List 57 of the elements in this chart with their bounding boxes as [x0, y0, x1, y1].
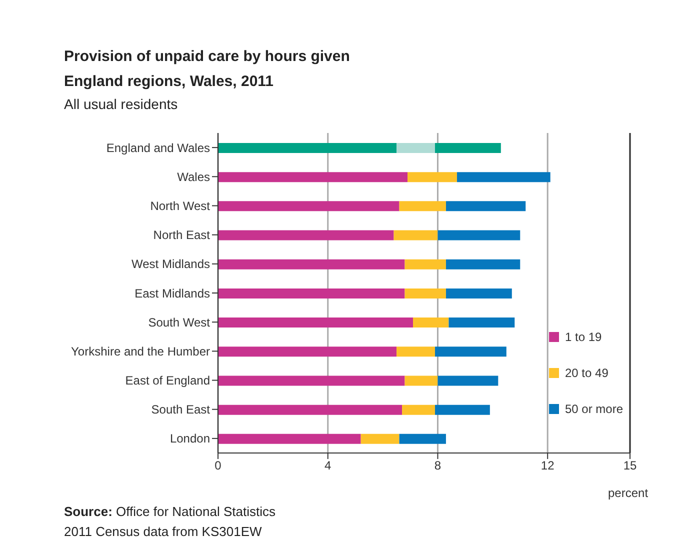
y-tick-label: North West	[150, 198, 211, 213]
legend-label: 50 or more	[565, 402, 624, 416]
bar	[218, 143, 397, 153]
bar	[218, 259, 405, 270]
source-note: Source: Office for National Statistics	[64, 503, 276, 521]
bar	[396, 143, 435, 153]
bar	[434, 143, 501, 153]
bar	[438, 230, 520, 240]
bar	[218, 376, 405, 386]
x-tick-label: 12	[540, 458, 555, 473]
bar	[360, 434, 400, 444]
x-tick-label: 8	[434, 458, 442, 473]
bar	[396, 346, 435, 357]
x-tick-label: 15	[623, 458, 637, 473]
bar	[394, 230, 438, 240]
bar	[218, 434, 361, 444]
y-tick-label: Wales	[177, 170, 210, 184]
bar	[456, 172, 550, 182]
legend-label: 20 to 49	[565, 366, 608, 380]
text: 2011 Census data from KS301EW	[64, 523, 263, 541]
legend-label: 1 to 19	[565, 330, 602, 344]
bar	[399, 201, 446, 212]
y-tick-label: East of England	[125, 374, 210, 388]
bar	[218, 288, 405, 298]
bar	[448, 318, 515, 328]
bar	[434, 404, 490, 415]
bar	[218, 404, 402, 415]
bar	[218, 230, 394, 240]
bar	[399, 434, 446, 444]
bar	[402, 404, 435, 415]
y-tick-label: South East	[151, 402, 211, 417]
x-tick-label: 0	[214, 458, 222, 473]
y-tick-label: East Midlands	[134, 286, 210, 300]
bar	[404, 259, 446, 270]
chart-title: Provision of unpaid care by hours given England regions, Wales, 2011	[64, 47, 350, 92]
bar	[218, 201, 400, 212]
x-tick-label: 4	[324, 458, 332, 473]
bar	[434, 346, 506, 357]
y-tick-label: West Midlands	[132, 257, 210, 272]
bar	[446, 288, 512, 298]
bar	[446, 201, 526, 212]
bar	[218, 318, 414, 328]
bar	[404, 288, 446, 298]
bar	[438, 376, 498, 386]
y-tick-label: England and Wales	[106, 140, 210, 155]
bar	[218, 346, 397, 357]
chart-subtitle: All usual residents	[64, 96, 179, 112]
bar	[446, 259, 520, 270]
bar	[408, 172, 457, 182]
bar	[404, 376, 438, 386]
y-tick-label: North East	[153, 228, 211, 242]
y-tick-label: London	[170, 432, 210, 446]
bar	[218, 172, 408, 182]
x-axis-title: percent	[608, 486, 648, 500]
bar	[413, 318, 449, 328]
y-tick-label: South West	[148, 315, 211, 330]
y-tick-label: Yorkshire and the Humber	[71, 344, 210, 358]
